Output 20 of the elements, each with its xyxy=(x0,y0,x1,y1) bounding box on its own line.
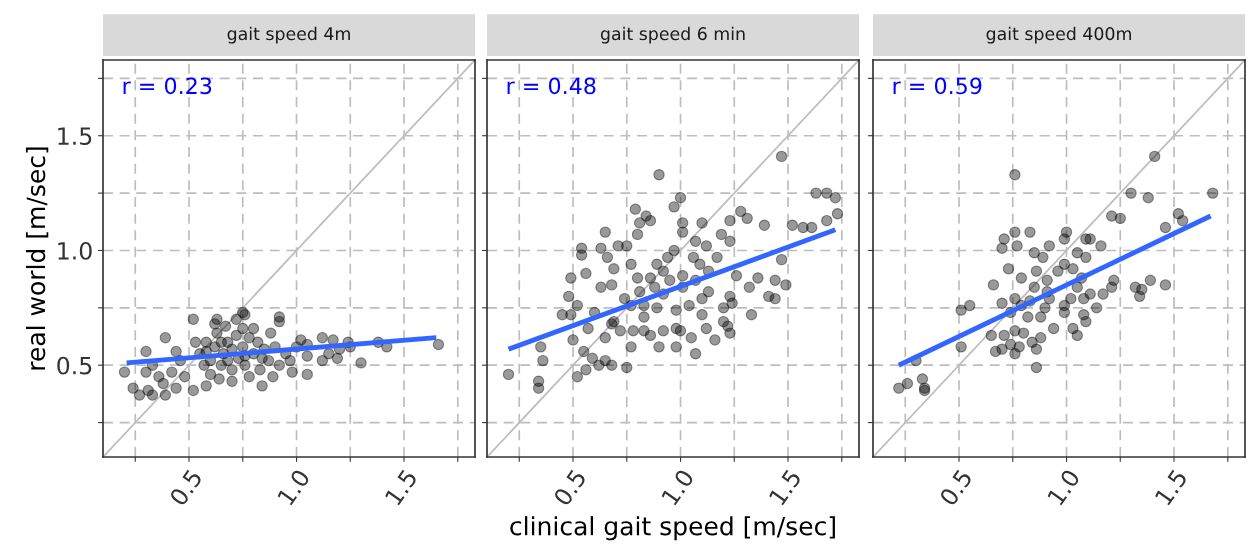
chart-title: gait speed 4m xyxy=(227,26,350,44)
x-tick-label: 1.0 xyxy=(276,468,311,506)
x-tick-label: 1.0 xyxy=(660,468,695,506)
x-tick-label: 1.0 xyxy=(1046,468,1081,506)
x-tick-label: 1.5 xyxy=(768,468,802,506)
x-tick-label: 1.5 xyxy=(1154,468,1188,506)
y-tick-label: 1.5 xyxy=(58,127,92,146)
y-tick-label: 0.5 xyxy=(57,356,92,375)
x-tick-label: 1.5 xyxy=(384,468,418,506)
annotation: r = 0.59 xyxy=(893,77,982,95)
x-tick-label: 0.5 xyxy=(168,468,203,507)
y-axis-title: real world [m/sec] xyxy=(25,147,49,370)
x-tick-label: 0.5 xyxy=(552,468,587,507)
chart-title: gait speed 6 min xyxy=(600,26,745,44)
chart-title: gait speed 400m xyxy=(986,26,1131,44)
annotation: r = 0.48 xyxy=(507,77,596,95)
annotation: r = 0.23 xyxy=(123,77,212,95)
x-tick-label: 0.5 xyxy=(938,468,973,507)
x-axis-title: clinical gait speed [m/sec] xyxy=(510,516,835,541)
y-tick-label: 1.0 xyxy=(58,241,92,260)
